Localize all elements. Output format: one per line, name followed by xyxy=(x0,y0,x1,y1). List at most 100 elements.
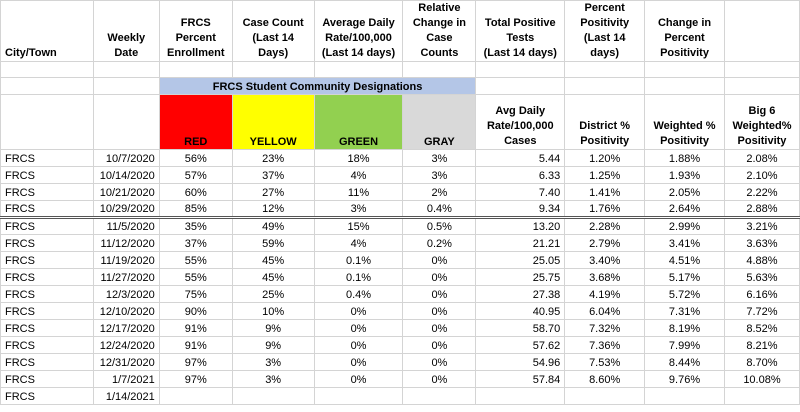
header-average-daily-rate[interactable]: Average Daily Rate/100,000 (Last 14 days… xyxy=(313,0,404,62)
cell-yellow[interactable]: 0.1% xyxy=(313,268,404,286)
cell-big6[interactable]: 8.70% xyxy=(723,353,800,371)
cell-district[interactable]: 3.68% xyxy=(564,268,646,286)
header-percent-positivity[interactable]: Percent Positivity (Last 14 days) xyxy=(564,0,646,62)
cell[interactable] xyxy=(92,77,160,95)
cell-big6[interactable]: 2.88% xyxy=(723,200,800,219)
header-change-positivity[interactable]: Change in Percent Positivity xyxy=(644,0,725,62)
cell[interactable] xyxy=(92,94,160,150)
red-designation-header[interactable]: RED xyxy=(158,94,233,150)
cell-city[interactable]: FRCS xyxy=(0,217,94,235)
weighted-positivity-header[interactable]: Weighted % Positivity xyxy=(644,94,725,150)
cell[interactable] xyxy=(231,61,315,78)
header-total-positive-tests[interactable]: Total Positive Tests (Last 14 days) xyxy=(475,0,566,62)
cell[interactable] xyxy=(644,61,725,78)
cell-rate[interactable]: 6.33 xyxy=(475,166,566,184)
cell[interactable] xyxy=(313,61,404,78)
cell-district[interactable]: 3.40% xyxy=(564,251,646,269)
cell-yellow[interactable]: 0% xyxy=(313,370,404,388)
cell-green[interactable]: 0% xyxy=(402,268,477,286)
cell-enroll[interactable]: 97% xyxy=(158,370,233,388)
cell-city[interactable]: FRCS xyxy=(0,200,94,219)
cell-city[interactable]: FRCS xyxy=(0,251,94,269)
cell-rate[interactable]: 25.75 xyxy=(475,268,566,286)
cell-district[interactable]: 2.28% xyxy=(564,217,646,235)
header-empty[interactable] xyxy=(723,0,800,62)
cell-big6[interactable]: 2.08% xyxy=(723,149,800,167)
cell-red[interactable]: 10% xyxy=(231,302,315,320)
cell-district[interactable]: 7.53% xyxy=(564,353,646,371)
cell-date[interactable]: 12/10/2020 xyxy=(92,302,160,320)
cell[interactable] xyxy=(723,77,800,95)
cell-weighted[interactable]: 5.17% xyxy=(644,268,725,286)
cell-yellow[interactable]: 0.1% xyxy=(313,251,404,269)
cell-big6[interactable]: 8.52% xyxy=(723,319,800,337)
cell-date[interactable]: 1/7/2021 xyxy=(92,370,160,388)
cell-rate[interactable] xyxy=(475,387,566,405)
cell[interactable] xyxy=(0,77,94,95)
cell-city[interactable]: FRCS xyxy=(0,353,94,371)
cell-enroll[interactable]: 91% xyxy=(158,319,233,337)
green-designation-header[interactable]: GREEN xyxy=(313,94,404,150)
cell-city[interactable]: FRCS xyxy=(0,183,94,201)
cell-red[interactable]: 23% xyxy=(231,149,315,167)
cell-weighted[interactable] xyxy=(644,387,725,405)
cell-district[interactable]: 7.36% xyxy=(564,336,646,354)
cell[interactable] xyxy=(92,61,160,78)
cell-big6[interactable]: 10.08% xyxy=(723,370,800,388)
cell-enroll[interactable]: 91% xyxy=(158,336,233,354)
cell-date[interactable]: 10/14/2020 xyxy=(92,166,160,184)
cell-enroll[interactable]: 56% xyxy=(158,149,233,167)
cell-big6[interactable]: 7.72% xyxy=(723,302,800,320)
cell-rate[interactable]: 21.21 xyxy=(475,234,566,252)
header-frcs-enrollment[interactable]: FRCS Percent Enrollment xyxy=(158,0,233,62)
community-designations-band[interactable]: FRCS Student Community Designations xyxy=(158,77,477,95)
cell-city[interactable]: FRCS xyxy=(0,319,94,337)
cell-rate[interactable]: 25.05 xyxy=(475,251,566,269)
cell-red[interactable]: 37% xyxy=(231,166,315,184)
cell-big6[interactable]: 2.10% xyxy=(723,166,800,184)
cell-weighted[interactable]: 5.72% xyxy=(644,285,725,303)
cell-city[interactable]: FRCS xyxy=(0,166,94,184)
cell-date[interactable]: 12/17/2020 xyxy=(92,319,160,337)
cell-enroll[interactable]: 37% xyxy=(158,234,233,252)
cell[interactable] xyxy=(0,94,94,150)
cell-big6[interactable]: 2.22% xyxy=(723,183,800,201)
cell-date[interactable]: 12/31/2020 xyxy=(92,353,160,371)
cell-big6[interactable] xyxy=(723,387,800,405)
cell[interactable] xyxy=(564,61,646,78)
cell-district[interactable]: 6.04% xyxy=(564,302,646,320)
cell-red[interactable]: 27% xyxy=(231,183,315,201)
cell-enroll[interactable]: 85% xyxy=(158,200,233,219)
cell-date[interactable]: 11/27/2020 xyxy=(92,268,160,286)
cell-yellow[interactable]: 4% xyxy=(313,166,404,184)
cell-enroll[interactable]: 60% xyxy=(158,183,233,201)
cell-big6[interactable]: 8.21% xyxy=(723,336,800,354)
cell-yellow[interactable]: 15% xyxy=(313,217,404,235)
cell-yellow[interactable]: 11% xyxy=(313,183,404,201)
cell-yellow[interactable]: 0% xyxy=(313,319,404,337)
header-case-count[interactable]: Case Count (Last 14 Days) xyxy=(231,0,315,62)
cell-red[interactable]: 12% xyxy=(231,200,315,219)
cell-date[interactable]: 10/7/2020 xyxy=(92,149,160,167)
cell-green[interactable]: 0% xyxy=(402,285,477,303)
cell-rate[interactable]: 40.95 xyxy=(475,302,566,320)
cell-weighted[interactable]: 9.76% xyxy=(644,370,725,388)
cell-red[interactable] xyxy=(231,387,315,405)
cell-date[interactable]: 11/19/2020 xyxy=(92,251,160,269)
cell-district[interactable]: 1.20% xyxy=(564,149,646,167)
cell-red[interactable]: 3% xyxy=(231,353,315,371)
cell-rate[interactable]: 57.62 xyxy=(475,336,566,354)
cell-district[interactable]: 8.60% xyxy=(564,370,646,388)
cell-enroll[interactable]: 35% xyxy=(158,217,233,235)
cell-green[interactable]: 0% xyxy=(402,353,477,371)
avg-daily-rate-header[interactable]: Avg Daily Rate/100,000 Cases xyxy=(475,94,566,150)
gray-designation-header[interactable]: GRAY xyxy=(402,94,477,150)
cell-weighted[interactable]: 7.99% xyxy=(644,336,725,354)
cell-city[interactable]: FRCS xyxy=(0,234,94,252)
cell-big6[interactable]: 3.63% xyxy=(723,234,800,252)
cell[interactable] xyxy=(644,77,725,95)
cell-enroll[interactable]: 75% xyxy=(158,285,233,303)
header-relative-change[interactable]: Relative Change in Case Counts xyxy=(402,0,477,62)
cell-date[interactable]: 10/21/2020 xyxy=(92,183,160,201)
cell-yellow[interactable]: 4% xyxy=(313,234,404,252)
